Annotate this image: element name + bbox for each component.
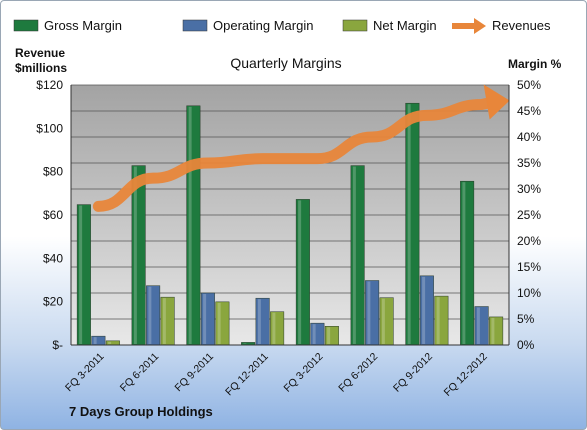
right-tick-label: 35% [517, 156, 541, 170]
x-tick-label: FQ 12-2011 [223, 351, 271, 399]
operating-margin-bar-sheen [203, 294, 207, 344]
revenues-legend-arrow [474, 18, 486, 34]
gross-margin-legend-label: Gross Margin [44, 18, 122, 33]
gross-margin-bar-sheen [79, 205, 83, 344]
x-tick-label: FQ 3-2011 [63, 351, 107, 395]
gross-margin-bar-sheen [352, 166, 356, 344]
company-label: 7 Days Group Holdings [69, 404, 213, 419]
x-tick-label: FQ 6-2012 [336, 351, 380, 395]
right-tick-label: 0% [517, 338, 535, 352]
gross-margin-bar-sheen [407, 104, 411, 344]
right-tick-label: 40% [517, 130, 541, 144]
revenues-legend-label: Revenues [492, 18, 551, 33]
right-tick-label: 50% [517, 78, 541, 92]
operating-margin-bar-sheen [367, 281, 371, 344]
left-axis-label-line2: $millions [15, 61, 67, 75]
left-axis-label-line1: Revenue [15, 46, 65, 60]
operating-margin-bar-sheen [312, 324, 316, 344]
net-margin-bar-sheen [327, 327, 331, 344]
operating-margin-legend-label: Operating Margin [213, 18, 313, 33]
left-tick-label: $60 [43, 208, 63, 222]
gross-margin-legend-swatch [13, 19, 39, 32]
right-tick-label: 20% [517, 234, 541, 248]
operating-margin-bar-sheen [148, 286, 152, 344]
x-tick-label: FQ 12-2012 [442, 351, 490, 399]
operating-margin-bar-sheen [93, 337, 97, 344]
left-tick-label: $- [52, 338, 63, 352]
x-tick-label: FQ 9-2011 [173, 351, 217, 395]
net-margin-legend-label: Net Margin [373, 18, 437, 33]
right-tick-label: 10% [517, 286, 541, 300]
net-margin-legend-swatch [342, 19, 368, 32]
x-tick-label: FQ 6-2011 [118, 351, 162, 395]
net-margin-bar-sheen [436, 297, 440, 344]
left-tick-label: $100 [36, 121, 63, 135]
left-tick-label: $120 [36, 78, 63, 92]
net-margin-bar-sheen [491, 317, 495, 344]
revenue-line [92, 84, 510, 212]
net-margin-bar-sheen [381, 298, 385, 344]
net-margin-bar-sheen [162, 298, 166, 344]
gross-margin-bar-sheen [243, 343, 247, 344]
operating-margin-bar-sheen [257, 299, 261, 344]
x-tick-label: FQ 9-2012 [391, 351, 435, 395]
gross-margin-bar-sheen [462, 182, 466, 344]
net-margin-bar-sheen [272, 312, 276, 344]
operating-margin-bar-sheen [476, 307, 480, 344]
operating-margin-legend-swatch [182, 19, 208, 32]
gross-margin-bar-sheen [188, 106, 192, 344]
legend: Gross Margin Operating Margin Net Margin Re… [13, 18, 551, 34]
x-tick-label: FQ 3-2012 [282, 351, 326, 395]
chart-title: Quarterly Margins [230, 55, 341, 71]
net-margin-bar-sheen [108, 341, 112, 344]
revenues-arrowhead [483, 84, 510, 120]
net-margin-bar-sheen [217, 302, 221, 344]
left-tick-label: $40 [43, 251, 63, 265]
right-tick-label: 45% [517, 104, 541, 118]
gross-margin-bar-sheen [298, 200, 302, 344]
right-axis-label: Margin % [508, 57, 562, 71]
right-tick-label: 15% [517, 260, 541, 274]
bars [76, 102, 504, 346]
right-tick-label: 5% [517, 312, 535, 326]
left-tick-label: $80 [43, 165, 63, 179]
right-tick-label: 25% [517, 208, 541, 222]
gross-margin-bar-sheen [133, 166, 137, 344]
right-tick-label: 30% [517, 182, 541, 196]
operating-margin-bar-sheen [422, 276, 426, 344]
left-tick-label: $20 [43, 295, 63, 309]
